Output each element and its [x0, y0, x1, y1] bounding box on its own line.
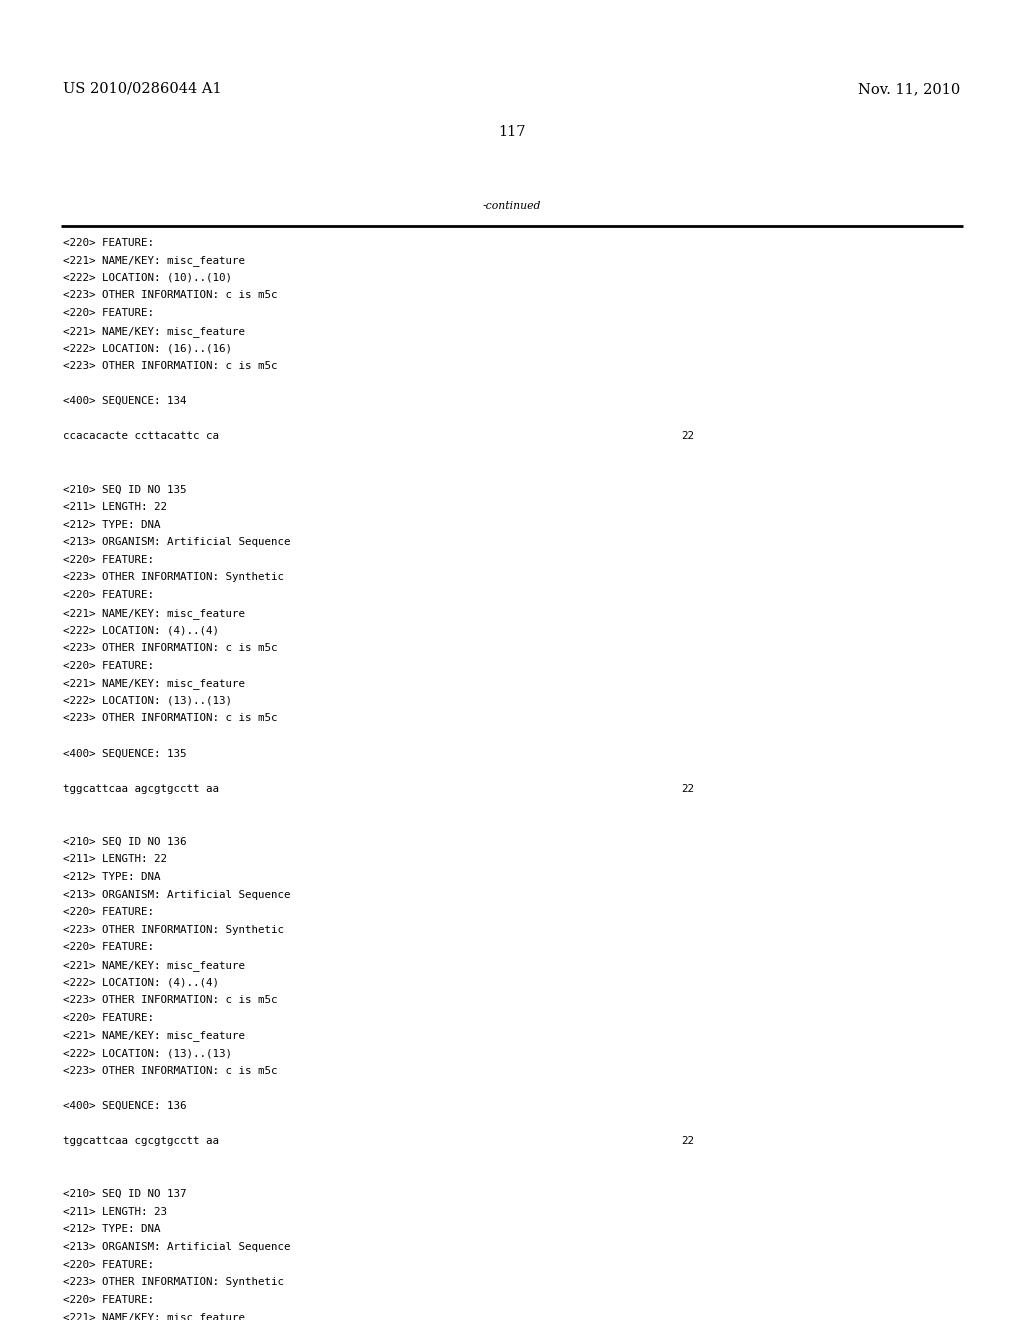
Text: <220> FEATURE:: <220> FEATURE:	[63, 1295, 155, 1305]
Text: <220> FEATURE:: <220> FEATURE:	[63, 238, 155, 248]
Text: <221> NAME/KEY: misc_feature: <221> NAME/KEY: misc_feature	[63, 1312, 246, 1320]
Text: <223> OTHER INFORMATION: c is m5c: <223> OTHER INFORMATION: c is m5c	[63, 643, 278, 653]
Text: <210> SEQ ID NO 137: <210> SEQ ID NO 137	[63, 1189, 187, 1199]
Text: <211> LENGTH: 22: <211> LENGTH: 22	[63, 854, 168, 865]
Text: <222> LOCATION: (13)..(13): <222> LOCATION: (13)..(13)	[63, 1048, 232, 1059]
Text: <223> OTHER INFORMATION: c is m5c: <223> OTHER INFORMATION: c is m5c	[63, 713, 278, 723]
Text: <223> OTHER INFORMATION: Synthetic: <223> OTHER INFORMATION: Synthetic	[63, 1278, 285, 1287]
Text: <400> SEQUENCE: 134: <400> SEQUENCE: 134	[63, 396, 187, 407]
Text: US 2010/0286044 A1: US 2010/0286044 A1	[63, 82, 222, 96]
Text: <212> TYPE: DNA: <212> TYPE: DNA	[63, 520, 161, 529]
Text: <211> LENGTH: 23: <211> LENGTH: 23	[63, 1206, 168, 1217]
Text: <210> SEQ ID NO 135: <210> SEQ ID NO 135	[63, 484, 187, 494]
Text: <220> FEATURE:: <220> FEATURE:	[63, 660, 155, 671]
Text: <220> FEATURE:: <220> FEATURE:	[63, 1012, 155, 1023]
Text: <222> LOCATION: (16)..(16): <222> LOCATION: (16)..(16)	[63, 343, 232, 354]
Text: <223> OTHER INFORMATION: Synthetic: <223> OTHER INFORMATION: Synthetic	[63, 573, 285, 582]
Text: <220> FEATURE:: <220> FEATURE:	[63, 308, 155, 318]
Text: <223> OTHER INFORMATION: c is m5c: <223> OTHER INFORMATION: c is m5c	[63, 995, 278, 1006]
Text: <223> OTHER INFORMATION: Synthetic: <223> OTHER INFORMATION: Synthetic	[63, 925, 285, 935]
Text: <223> OTHER INFORMATION: c is m5c: <223> OTHER INFORMATION: c is m5c	[63, 1065, 278, 1076]
Text: <222> LOCATION: (4)..(4): <222> LOCATION: (4)..(4)	[63, 626, 219, 635]
Text: <213> ORGANISM: Artificial Sequence: <213> ORGANISM: Artificial Sequence	[63, 537, 291, 548]
Text: <222> LOCATION: (10)..(10): <222> LOCATION: (10)..(10)	[63, 273, 232, 282]
Text: <212> TYPE: DNA: <212> TYPE: DNA	[63, 1225, 161, 1234]
Text: Nov. 11, 2010: Nov. 11, 2010	[858, 82, 961, 96]
Text: <210> SEQ ID NO 136: <210> SEQ ID NO 136	[63, 837, 187, 846]
Text: <221> NAME/KEY: misc_feature: <221> NAME/KEY: misc_feature	[63, 607, 246, 619]
Text: <220> FEATURE:: <220> FEATURE:	[63, 554, 155, 565]
Text: <220> FEATURE:: <220> FEATURE:	[63, 942, 155, 953]
Text: <223> OTHER INFORMATION: c is m5c: <223> OTHER INFORMATION: c is m5c	[63, 360, 278, 371]
Text: <211> LENGTH: 22: <211> LENGTH: 22	[63, 502, 168, 512]
Text: <222> LOCATION: (4)..(4): <222> LOCATION: (4)..(4)	[63, 978, 219, 987]
Text: 117: 117	[499, 125, 525, 140]
Text: <223> OTHER INFORMATION: c is m5c: <223> OTHER INFORMATION: c is m5c	[63, 290, 278, 301]
Text: <220> FEATURE:: <220> FEATURE:	[63, 1259, 155, 1270]
Text: -continued: -continued	[482, 201, 542, 211]
Text: <400> SEQUENCE: 135: <400> SEQUENCE: 135	[63, 748, 187, 759]
Text: <221> NAME/KEY: misc_feature: <221> NAME/KEY: misc_feature	[63, 255, 246, 267]
Text: <221> NAME/KEY: misc_feature: <221> NAME/KEY: misc_feature	[63, 960, 246, 972]
Text: <221> NAME/KEY: misc_feature: <221> NAME/KEY: misc_feature	[63, 326, 246, 337]
Text: ccacacacte ccttacattc ca: ccacacacte ccttacattc ca	[63, 432, 219, 441]
Text: <221> NAME/KEY: misc_feature: <221> NAME/KEY: misc_feature	[63, 1031, 246, 1041]
Text: 22: 22	[681, 1137, 694, 1146]
Text: <221> NAME/KEY: misc_feature: <221> NAME/KEY: misc_feature	[63, 678, 246, 689]
Text: <220> FEATURE:: <220> FEATURE:	[63, 907, 155, 917]
Text: tggcattcaa agcgtgcctt aa: tggcattcaa agcgtgcctt aa	[63, 784, 219, 793]
Text: <400> SEQUENCE: 136: <400> SEQUENCE: 136	[63, 1101, 187, 1111]
Text: 22: 22	[681, 784, 694, 793]
Text: <220> FEATURE:: <220> FEATURE:	[63, 590, 155, 601]
Text: tggcattcaa cgcgtgcctt aa: tggcattcaa cgcgtgcctt aa	[63, 1137, 219, 1146]
Text: <212> TYPE: DNA: <212> TYPE: DNA	[63, 873, 161, 882]
Text: <213> ORGANISM: Artificial Sequence: <213> ORGANISM: Artificial Sequence	[63, 1242, 291, 1253]
Text: 22: 22	[681, 432, 694, 441]
Text: <213> ORGANISM: Artificial Sequence: <213> ORGANISM: Artificial Sequence	[63, 890, 291, 900]
Text: <222> LOCATION: (13)..(13): <222> LOCATION: (13)..(13)	[63, 696, 232, 706]
